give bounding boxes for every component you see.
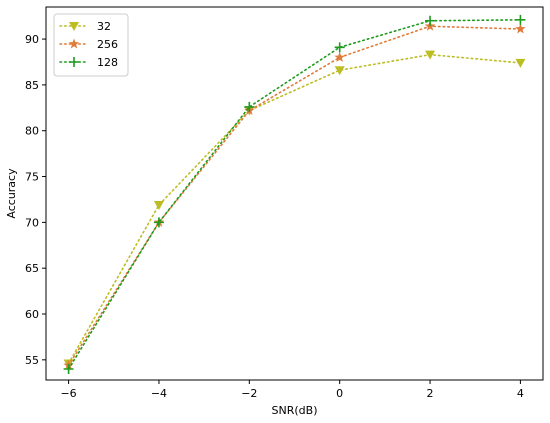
data-point — [515, 58, 526, 68]
data-point — [153, 200, 164, 210]
legend-box — [53, 13, 129, 77]
data-point — [244, 101, 255, 112]
data-point — [334, 66, 345, 76]
legend-label: 32 — [97, 20, 111, 33]
y-tick-label: 75 — [25, 171, 39, 184]
y-tick-label: 80 — [25, 125, 39, 138]
x-axis-label: SNR(dB) — [272, 404, 318, 417]
x-tick-label: −2 — [241, 387, 257, 400]
x-axis: −6 −4 −2 0 2 4 — [60, 380, 524, 400]
data-point — [515, 14, 526, 25]
data-point — [334, 42, 345, 53]
legend: 32 256 128 — [53, 13, 129, 77]
y-axis: 55 60 65 70 75 80 85 90 — [25, 33, 46, 367]
plot-content — [63, 14, 526, 375]
data-point — [153, 217, 164, 228]
y-tick-label: 90 — [25, 33, 39, 46]
y-axis-label: Accuracy — [5, 168, 18, 219]
x-tick-label: −4 — [151, 387, 167, 400]
legend-marker — [69, 22, 79, 31]
y-tick-label: 65 — [25, 262, 39, 275]
legend-label: 128 — [97, 56, 118, 69]
series-line — [67, 19, 522, 370]
series-256 — [63, 20, 526, 370]
legend-item: 128 — [59, 56, 118, 69]
data-point — [515, 23, 526, 34]
series-line — [67, 53, 522, 365]
series-32 — [63, 50, 526, 369]
legend-item: 32 — [59, 20, 111, 33]
legend-marker — [68, 38, 80, 49]
legend-marker — [69, 57, 79, 67]
y-tick-label: 85 — [25, 79, 39, 92]
plot-frame — [45, 6, 544, 381]
data-point — [425, 15, 436, 26]
series-128 — [63, 14, 526, 375]
legend-item: 256 — [59, 38, 118, 51]
data-point — [63, 364, 74, 375]
y-tick-label: 55 — [25, 354, 39, 367]
x-tick-label: 0 — [336, 387, 343, 400]
legend-label: 256 — [97, 38, 118, 51]
x-tick-label: 2 — [427, 387, 434, 400]
y-tick-label: 60 — [25, 308, 39, 321]
series-line — [67, 25, 522, 367]
data-point — [334, 51, 345, 62]
x-tick-label: −6 — [60, 387, 76, 400]
y-tick-label: 70 — [25, 216, 39, 229]
x-tick-label: 4 — [517, 387, 524, 400]
data-point — [425, 50, 436, 60]
